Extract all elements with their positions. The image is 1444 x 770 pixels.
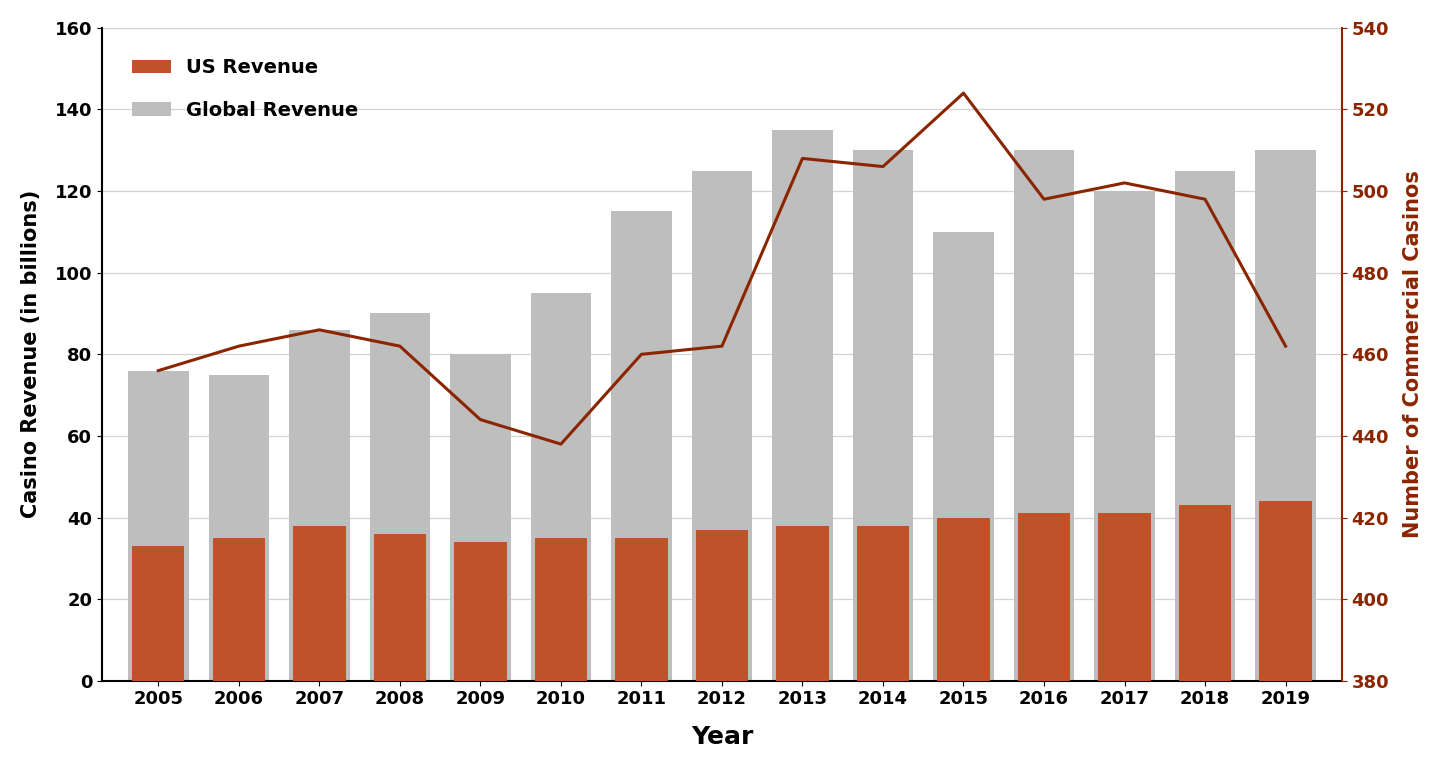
- Bar: [208, 375, 269, 681]
- Bar: [531, 293, 591, 681]
- Bar: [1175, 171, 1235, 681]
- Bar: [1099, 514, 1151, 681]
- Bar: [455, 542, 507, 681]
- Bar: [1178, 505, 1232, 681]
- Bar: [129, 370, 189, 681]
- Bar: [933, 232, 993, 681]
- Legend: US Revenue, Global Revenue: US Revenue, Global Revenue: [124, 51, 367, 128]
- Bar: [370, 313, 430, 681]
- Bar: [1095, 191, 1155, 681]
- X-axis label: Year: Year: [690, 725, 754, 749]
- Bar: [692, 171, 752, 681]
- Bar: [777, 526, 829, 681]
- Bar: [1014, 150, 1074, 681]
- Bar: [696, 530, 748, 681]
- Bar: [1255, 150, 1315, 681]
- Bar: [937, 517, 989, 681]
- Bar: [133, 546, 185, 681]
- Bar: [856, 526, 910, 681]
- Bar: [374, 534, 426, 681]
- Y-axis label: Number of Commercial Casinos: Number of Commercial Casinos: [1404, 170, 1424, 538]
- Bar: [293, 526, 345, 681]
- Bar: [853, 150, 913, 681]
- Bar: [289, 330, 349, 681]
- Bar: [773, 130, 833, 681]
- Bar: [615, 538, 667, 681]
- Bar: [1018, 514, 1070, 681]
- Bar: [451, 354, 511, 681]
- Bar: [534, 538, 588, 681]
- Bar: [1259, 501, 1311, 681]
- Bar: [611, 212, 671, 681]
- Bar: [212, 538, 266, 681]
- Y-axis label: Casino Revenue (in billions): Casino Revenue (in billions): [20, 190, 40, 518]
